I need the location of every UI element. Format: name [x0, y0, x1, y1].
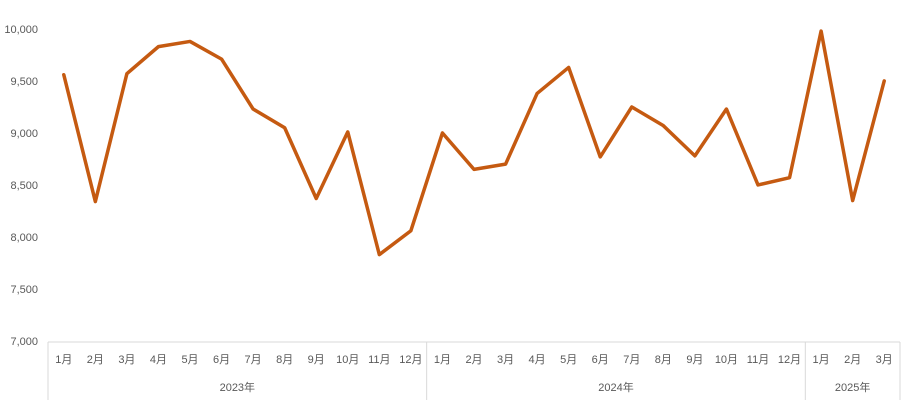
x-tick-label: 2月 — [87, 354, 104, 366]
y-tick-label: 7,500 — [10, 284, 38, 296]
x-tick-label: 12月 — [399, 354, 422, 366]
y-tick-label: 8,000 — [10, 232, 38, 244]
x-tick-label: 11月 — [747, 354, 769, 366]
x-tick-label: 6月 — [213, 354, 230, 366]
x-tick-label: 2月 — [465, 354, 482, 366]
x-tick-label: 1月 — [813, 354, 830, 366]
x-tick-label: 1月 — [434, 354, 451, 366]
x-tick-label: 10月 — [336, 354, 359, 366]
x-tick-label: 10月 — [715, 354, 738, 366]
group-label: 2024年 — [598, 380, 633, 394]
x-tick-label: 11月 — [368, 354, 390, 366]
y-tick-label: 8,500 — [10, 180, 38, 192]
x-tick-label: 7月 — [623, 354, 640, 366]
group-label: 2025年 — [835, 380, 870, 394]
group-label: 2023年 — [220, 380, 255, 394]
x-tick-label: 1月 — [55, 354, 72, 366]
y-tick-label: 9,500 — [10, 76, 38, 88]
y-tick-label: 7,000 — [10, 336, 38, 348]
y-tick-label: 10,000 — [4, 24, 38, 36]
x-tick-label: 5月 — [181, 354, 198, 366]
series-line — [62, 29, 886, 257]
x-tick-label: 8月 — [276, 354, 293, 366]
x-tick-label: 5月 — [560, 354, 577, 366]
x-tick-label: 7月 — [245, 354, 262, 366]
x-tick-label: 12月 — [778, 354, 801, 366]
x-tick-label: 2月 — [844, 354, 861, 366]
x-tick-label: 4月 — [529, 354, 546, 366]
y-tick-label: 9,000 — [10, 128, 38, 140]
x-tick-label: 9月 — [686, 354, 703, 366]
x-tick-label: 4月 — [150, 354, 167, 366]
x-tick-label: 6月 — [592, 354, 609, 366]
x-tick-label: 3月 — [497, 354, 514, 366]
x-tick-label: 3月 — [876, 354, 893, 366]
x-tick-label: 8月 — [655, 354, 672, 366]
x-tick-label: 3月 — [118, 354, 135, 366]
x-tick-label: 9月 — [308, 354, 325, 366]
